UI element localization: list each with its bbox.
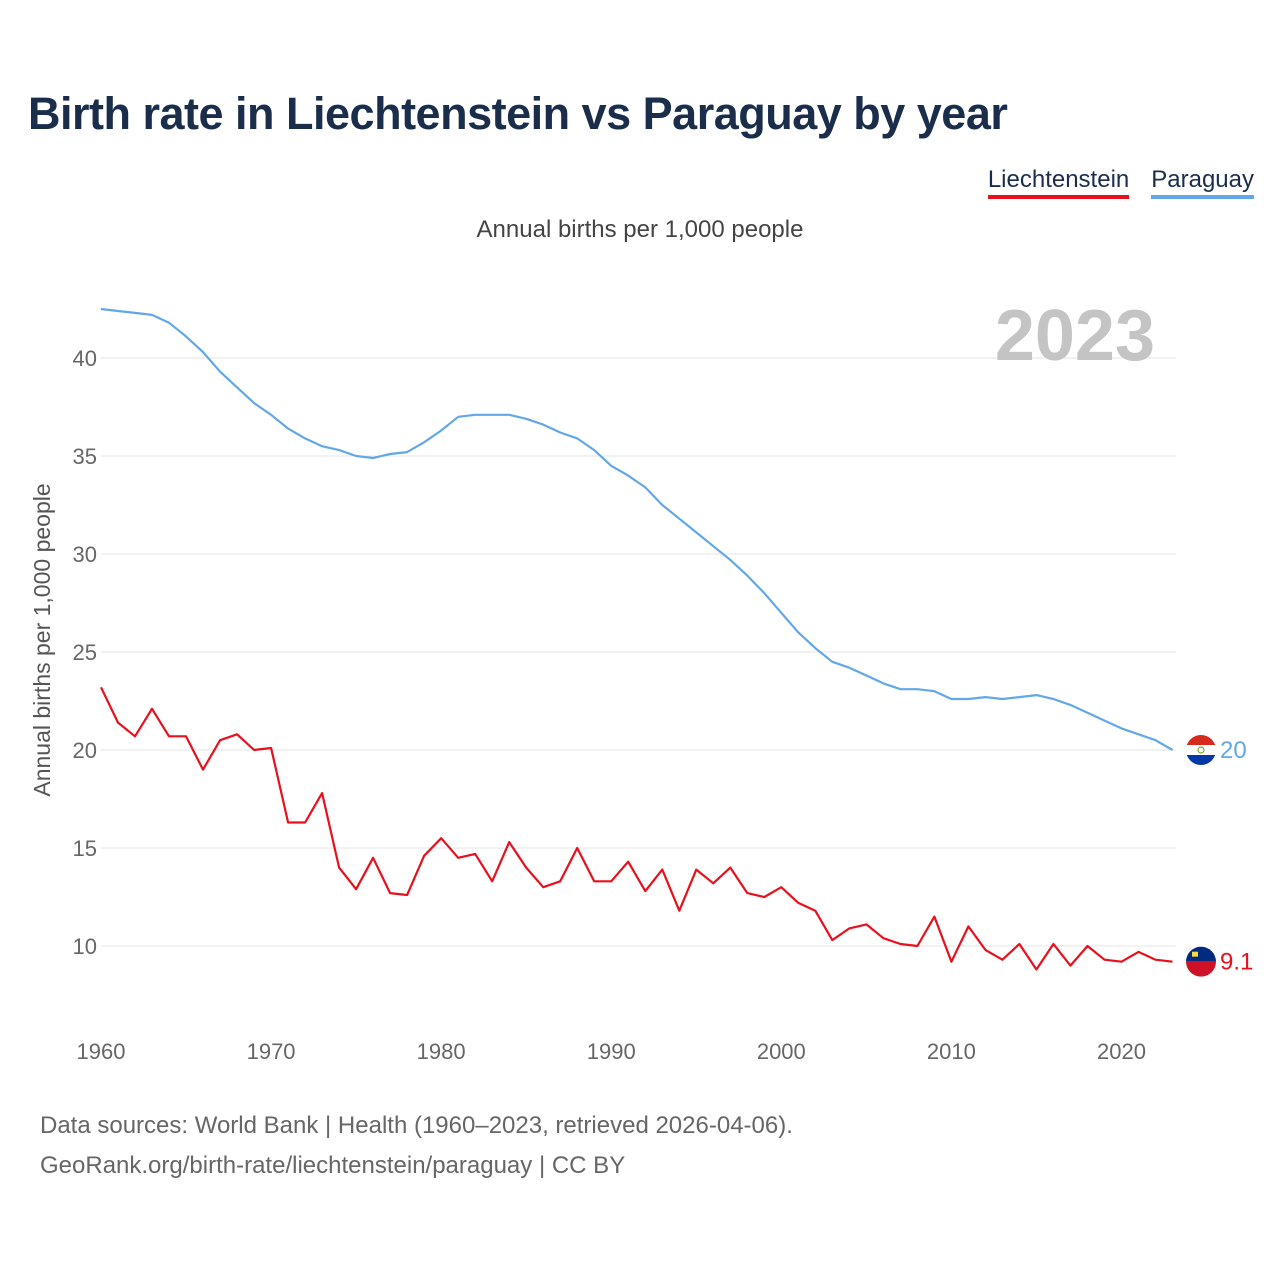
y-axis-label: Annual births per 1,000 people	[29, 483, 55, 796]
flag-half-red	[1186, 961, 1216, 977]
x-tick-label: 1960	[77, 1039, 126, 1064]
series-lines	[100, 307, 1174, 971]
x-tick-label: 1980	[417, 1039, 466, 1064]
end-label-paraguay: 20	[1220, 737, 1247, 764]
flag-body	[1186, 735, 1216, 765]
series-line-paraguay	[100, 307, 1174, 751]
end-label-liechtenstein: 9.1	[1220, 949, 1253, 976]
x-tick-label: 1970	[247, 1039, 296, 1064]
flag-emblem	[1197, 746, 1205, 754]
flag-liechtenstein-icon	[1186, 946, 1216, 977]
flag-stripe-white	[1186, 745, 1216, 755]
x-axis-ticks: 1960 1970 1980 1990 2000 2010 2020	[77, 1039, 1146, 1064]
flag-paraguay-icon	[1186, 735, 1216, 765]
legend: Liechtenstein Paraguay	[987, 166, 1254, 199]
footer-url[interactable]: GeoRank.org/birth-rate/liechtenstein/par…	[40, 1152, 626, 1179]
year-watermark: 2023	[995, 296, 1155, 376]
series-line-liechtenstein	[100, 686, 1173, 971]
y-tick-label: 30	[73, 542, 97, 567]
flag-stripe-blue	[1186, 755, 1216, 765]
footer-source: Data sources: World Bank | Health (1960–…	[40, 1112, 793, 1139]
flag-crown	[1192, 951, 1198, 957]
y-tick-label: 25	[73, 640, 97, 665]
legend-item-liechtenstein[interactable]: Liechtenstein	[987, 166, 1130, 199]
series-endpoints: 209.1	[1186, 735, 1253, 977]
y-tick-label: 35	[73, 444, 97, 469]
y-tick-label: 20	[73, 738, 97, 763]
x-tick-label: 1990	[587, 1039, 636, 1064]
footer: Data sources: World Bank | Health (1960–…	[40, 1106, 793, 1186]
legend-item-paraguay[interactable]: Paraguay	[1151, 166, 1254, 199]
flag-half-blue	[1186, 946, 1216, 962]
chart-title: Birth rate in Liechtenstein vs Paraguay …	[28, 88, 1008, 139]
x-tick-label: 2010	[927, 1039, 976, 1064]
y-axis-ticks: 10 15 20 25 30 35 40	[73, 346, 97, 959]
flag-stripe-red	[1186, 735, 1216, 745]
x-tick-label: 2000	[757, 1039, 806, 1064]
y-tick-label: 15	[73, 836, 97, 861]
x-tick-label: 2020	[1097, 1039, 1146, 1064]
y-tick-label: 40	[73, 346, 97, 371]
grid-lines	[101, 357, 1176, 947]
flag-body	[1186, 946, 1216, 977]
chart-subtitle: Annual births per 1,000 people	[476, 216, 804, 243]
y-tick-label: 10	[73, 934, 97, 959]
